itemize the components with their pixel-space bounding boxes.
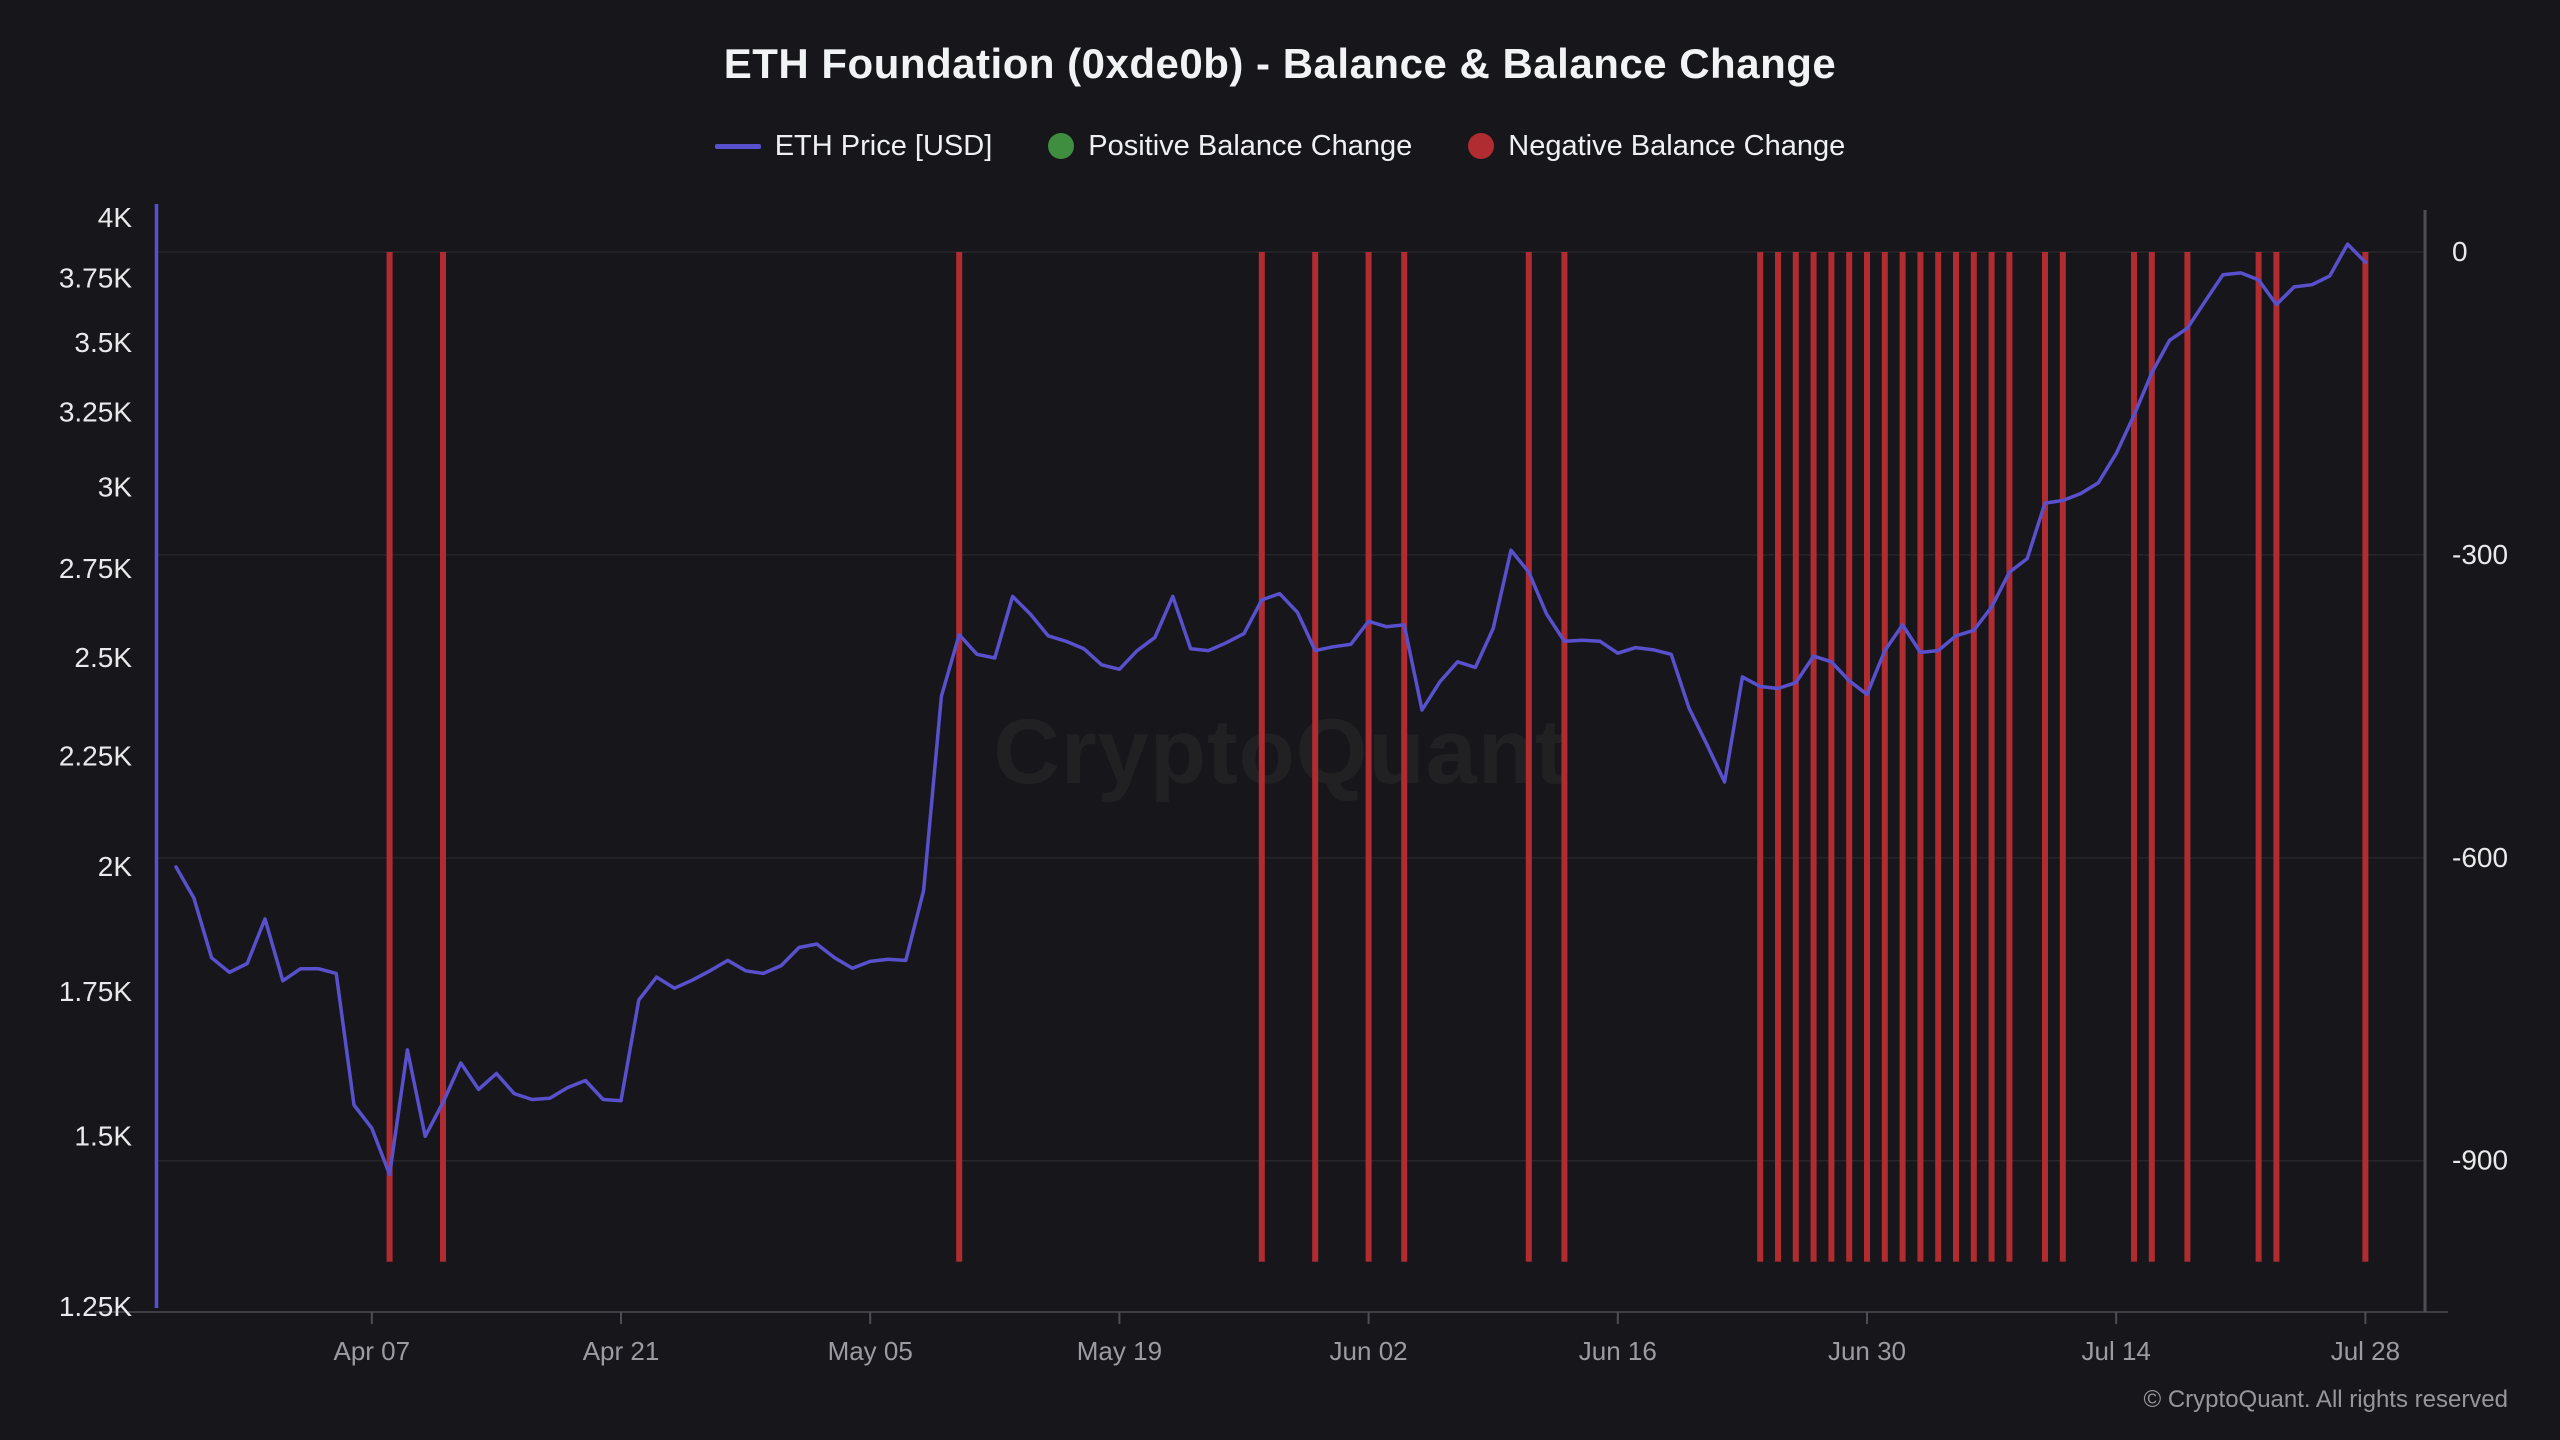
left-axis-label: 3.5K [74, 327, 132, 358]
negative-balance-bar [1401, 252, 1408, 1262]
negative-balance-bar [2362, 252, 2369, 1262]
negative-balance-bar [1810, 252, 1817, 1262]
negative-balance-bar [1988, 252, 1995, 1262]
negative-balance-bar [1864, 252, 1870, 1262]
chart-title: ETH Foundation (0xde0b) - Balance & Bala… [723, 40, 1837, 87]
legend-label: ETH Price [USD] [774, 129, 993, 162]
right-axis-label: -300 [2452, 539, 2508, 570]
negative-balance-bar [1970, 252, 1977, 1262]
legend-item-eth-price[interactable]: ETH Price [USD] [714, 129, 993, 163]
left-axis-label: 1.5K [74, 1120, 132, 1151]
negative-balance-bar [1312, 252, 1319, 1262]
negative-balance-bar [1846, 252, 1853, 1262]
chart-legend: ETH Price [USD] Positive Balance Change … [0, 124, 2560, 168]
plot-area[interactable] [155, 210, 2425, 1312]
left-axis-label: 1.75K [59, 976, 132, 1007]
left-axis-label: 2K [98, 851, 133, 882]
negative-balance-bar [1757, 252, 1764, 1262]
negative-balance-bar [2059, 252, 2066, 1262]
legend-item-negative-balance-change[interactable]: Negative Balance Change [1468, 130, 1845, 163]
x-tick-label: Jun 30 [1828, 1336, 1906, 1366]
negative-balance-bar [2273, 252, 2280, 1262]
left-axis-label: 3.25K [59, 396, 132, 427]
legend-item-positive-balance-change[interactable]: Positive Balance Change [1048, 130, 1412, 163]
x-tick-label: May 19 [1077, 1336, 1162, 1366]
eth-price-line [174, 242, 2368, 1177]
legend-label: Positive Balance Change [1088, 129, 1413, 162]
negative-balance-bar [1953, 252, 1959, 1262]
right-axis-label: -900 [2452, 1145, 2508, 1176]
left-axis-label: 2.5K [74, 642, 132, 673]
right-axis-label: 0 [2452, 236, 2468, 267]
negative-balance-bar [1917, 252, 1924, 1262]
negative-balance-bar [1258, 252, 1265, 1262]
negative-balance-bar [956, 252, 963, 1262]
negative-balance-bar [1525, 252, 1532, 1262]
copyright-notice: © CryptoQuant. All rights reserved [2143, 1386, 2509, 1413]
left-axis-label: 2.75K [59, 553, 132, 584]
negative-balance-bar [1365, 252, 1372, 1262]
left-axis-label: 1.25K [59, 1291, 132, 1322]
negative-balance-bar [2255, 252, 2262, 1262]
x-tick-label: Jul 14 [2082, 1336, 2151, 1366]
negative-balance-bar [1899, 252, 1906, 1262]
x-tick-label: Jun 16 [1579, 1336, 1657, 1366]
left-axis-label: 3.75K [59, 262, 132, 293]
negative-balance-bar [1775, 252, 1781, 1262]
negative-balance-bar [2184, 252, 2191, 1262]
x-tick-label: Jul 28 [2331, 1336, 2400, 1366]
negative-balance-bar [1792, 252, 1799, 1262]
green-dot-icon [1048, 133, 1075, 159]
right-axis-label: -600 [2452, 842, 2508, 873]
x-tick-label: May 05 [828, 1336, 913, 1366]
legend-label: Negative Balance Change [1508, 129, 1846, 162]
x-tick-label: Jun 02 [1330, 1336, 1408, 1366]
negative-balance-bar [1935, 252, 1942, 1262]
negative-balance-bar [1561, 252, 1568, 1262]
negative-balance-bar [2148, 252, 2155, 1262]
negative-balance-bar [440, 252, 446, 1262]
left-axis-label: 4K [98, 202, 133, 233]
x-tick-label: Apr 07 [333, 1336, 410, 1366]
left-axis-label: 2.25K [59, 741, 132, 772]
negative-balance-bar [2006, 252, 2013, 1262]
line-swatch-icon [714, 143, 761, 149]
left-axis-label: 3K [98, 471, 133, 502]
x-tick-label: Apr 21 [583, 1336, 660, 1366]
negative-balance-bar [2131, 252, 2137, 1262]
negative-balance-bar [2042, 252, 2048, 1262]
red-dot-icon [1468, 133, 1495, 159]
negative-balance-bar [1828, 252, 1835, 1262]
negative-balance-bar [1881, 252, 1888, 1262]
negative-balance-bar [386, 252, 393, 1262]
